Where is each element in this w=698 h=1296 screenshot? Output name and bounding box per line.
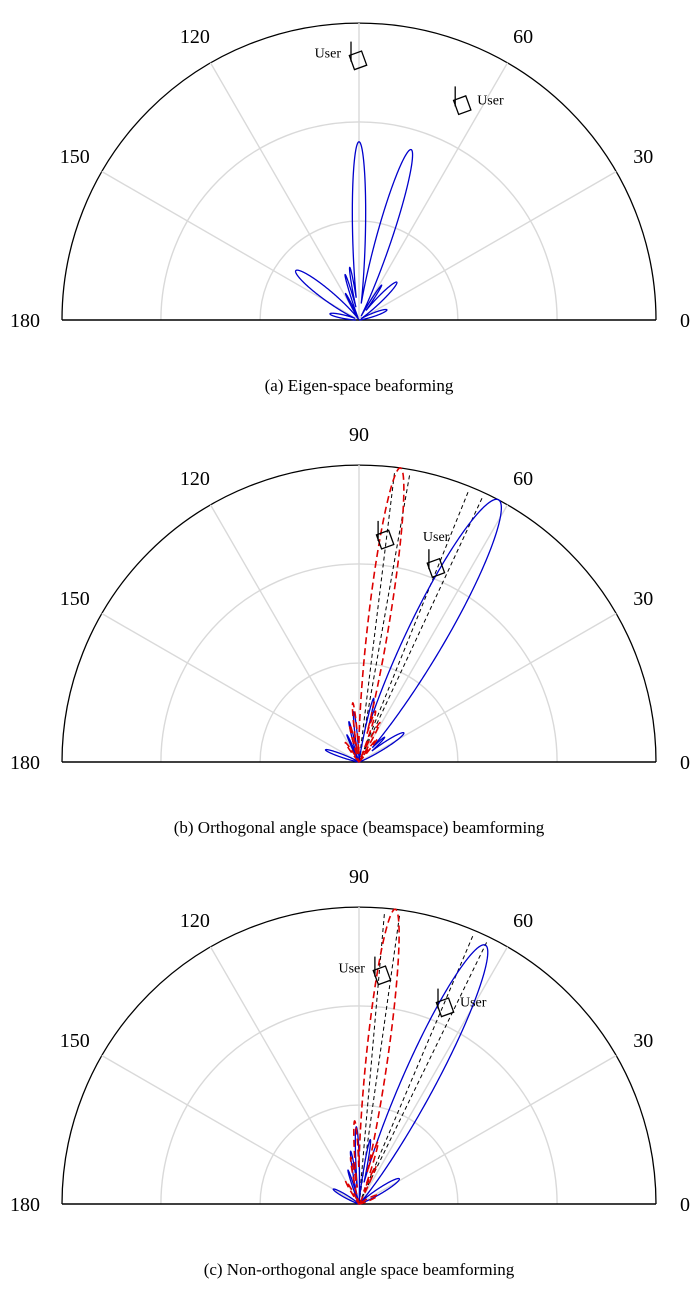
panel-a-user-label-0: User <box>315 47 342 62</box>
panel-b-spoke-60 <box>358 504 509 763</box>
panel-b-caption: (b) Orthogonal angle space (beamspace) b… <box>174 818 545 837</box>
panel-b: User 0 30 60 90 120 150 180 (b) Orthogonal ang… <box>10 424 690 837</box>
panel-a-tick-120: 120 <box>180 26 210 48</box>
panel-b-tick-30: 30 <box>633 588 653 610</box>
panel-c-spoke-120 <box>209 946 360 1205</box>
panel-c-tick-30: 30 <box>633 1030 653 1052</box>
panel-c-series-0-curve <box>332 944 489 1205</box>
panel-c-tick-150: 150 <box>60 1030 90 1052</box>
panel-b-tick-60: 60 <box>513 468 533 490</box>
panel-b-spoke-30 <box>358 612 617 763</box>
panel-a-user-icon-0 <box>348 41 368 71</box>
panel-b-user-icon-0 <box>375 520 395 550</box>
panel-c-tick-60: 60 <box>513 910 533 932</box>
panel-b-tick-150: 150 <box>60 588 90 610</box>
panel-b-tick-0: 0 <box>680 752 690 774</box>
panel-a-curves <box>294 141 414 321</box>
panel-c-tick-90: 90 <box>349 866 369 888</box>
panel-c-user-label-0: User <box>338 962 365 977</box>
panel-b-spoke-150 <box>101 612 360 763</box>
panel-c-grid <box>61 906 657 1205</box>
panel-a-tick-30: 30 <box>633 146 653 168</box>
panel-b-users: User <box>375 520 450 579</box>
panel-b-tick-90: 90 <box>349 424 369 446</box>
panel-a-tick-180: 180 <box>10 310 40 332</box>
panel-a-spoke-30 <box>358 170 617 321</box>
panel-c-spoke-30 <box>358 1054 617 1205</box>
panel-b-curves <box>324 467 503 763</box>
panel-a-series-0-curve <box>294 141 414 321</box>
panel-a-spoke-120 <box>209 62 360 321</box>
panel-c-tick-180: 180 <box>10 1194 40 1216</box>
panel-b-spoke-120 <box>209 504 360 763</box>
panel-a-tick-90: 90 <box>349 0 369 4</box>
panel-a-spoke-60 <box>358 62 509 321</box>
panel-c-caption: (c) Non-orthogonal angle space beamformi… <box>204 1260 515 1279</box>
panel-c-tick-0: 0 <box>680 1194 690 1216</box>
panel-a-tick-60: 60 <box>513 26 533 48</box>
panel-a-caption: (a) Eigen-space beaforming <box>265 376 454 395</box>
panel-c-user-label-1: User <box>460 996 487 1011</box>
panel-c-angle-ticks: 0 30 60 90 120 150 180 <box>10 866 690 1216</box>
panel-a-user-label-1: User <box>477 93 504 108</box>
panel-c: User User 0 30 60 90 120 150 180 (c) Non-orthog… <box>10 866 690 1279</box>
panel-b-angle-ticks: 0 30 60 90 120 150 180 <box>10 424 690 774</box>
panel-c-spoke-150 <box>101 1054 360 1205</box>
panel-a-tick-0: 0 <box>680 310 690 332</box>
panel-a-users: User User <box>315 41 504 116</box>
panel-a-grid <box>61 22 657 321</box>
panel-a-tick-150: 150 <box>60 146 90 168</box>
panel-b-series-0-curve <box>324 498 503 763</box>
panel-b-series-1-curve <box>344 467 405 763</box>
panel-b-user-icon-1 <box>426 549 446 579</box>
panel-a: User User 0 30 60 90 120 150 180 (a) Eigen-spac… <box>10 0 690 395</box>
panel-c-tick-120: 120 <box>180 910 210 932</box>
panel-b-guide-line-1 <box>358 473 395 763</box>
panel-c-user-icon-1 <box>435 988 455 1018</box>
panel-c-guide-line-2 <box>358 942 488 1205</box>
panel-c-guide-line-1 <box>358 914 385 1205</box>
panel-c-user-icon-0 <box>372 956 392 986</box>
panel-b-tick-180: 180 <box>10 752 40 774</box>
panel-b-tick-120: 120 <box>180 468 210 490</box>
panel-c-curves <box>332 908 489 1205</box>
panel-b-user-label-1: User <box>423 530 450 545</box>
panel-a-spoke-150 <box>101 170 360 321</box>
panel-c-spoke-60 <box>358 946 509 1205</box>
panel-a-user-icon-1 <box>452 86 472 116</box>
panel-a-angle-ticks: 0 30 60 90 120 150 180 <box>10 0 690 332</box>
panel-c-users: User User <box>338 956 487 1018</box>
panel-c-series-1-curve <box>344 908 400 1205</box>
panel-b-grid <box>61 464 657 763</box>
